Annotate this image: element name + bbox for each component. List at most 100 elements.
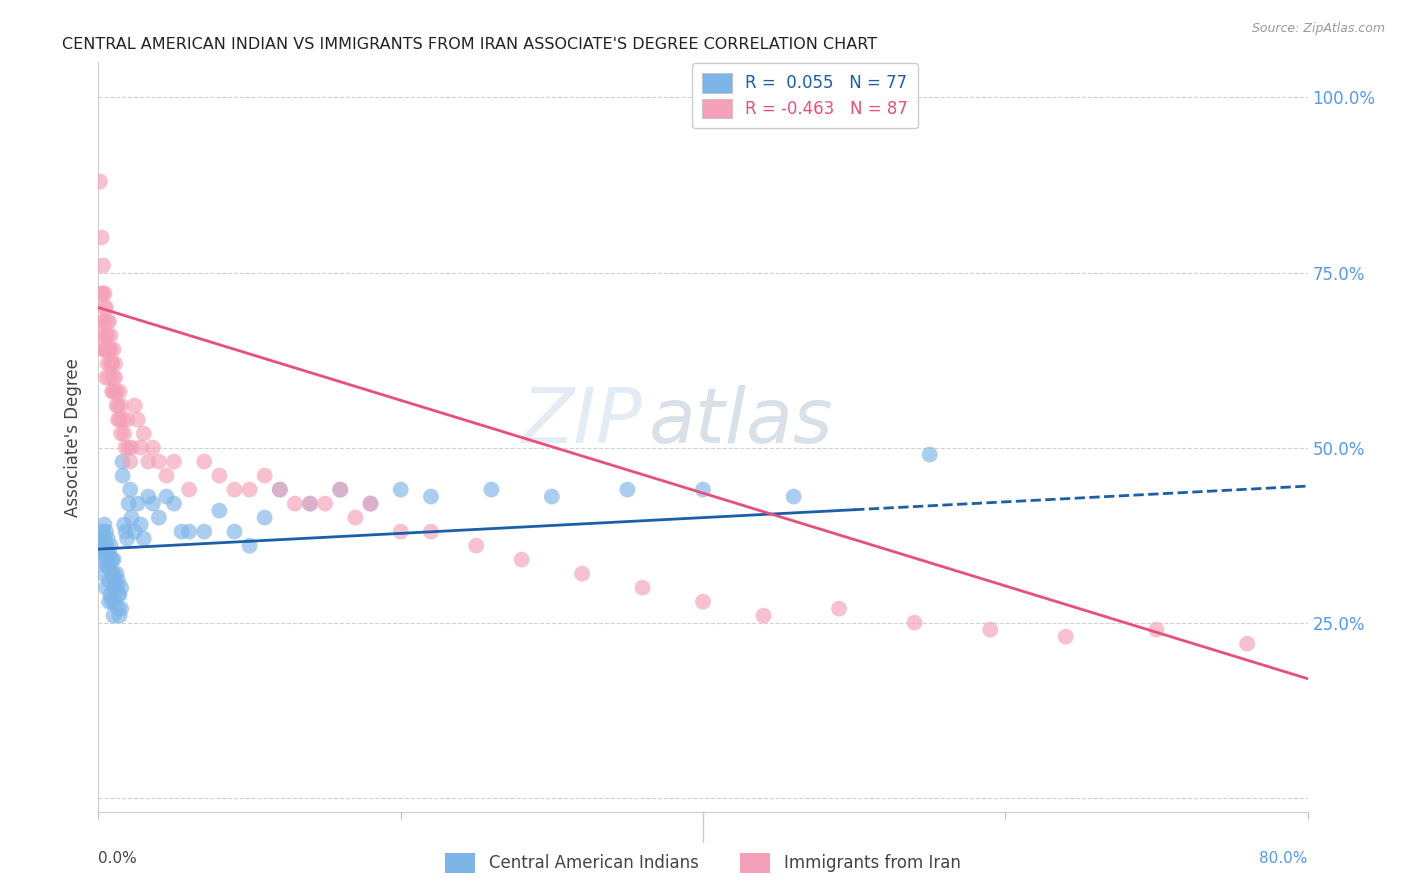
Point <box>103 552 125 566</box>
Point <box>105 384 128 399</box>
Point <box>118 497 141 511</box>
Point <box>121 441 143 455</box>
Point <box>94 539 117 553</box>
Point <box>108 384 131 399</box>
Point <box>94 328 117 343</box>
Point <box>104 384 127 399</box>
Point <box>98 574 121 588</box>
Point <box>96 559 118 574</box>
Point <box>101 594 124 608</box>
Point <box>103 384 125 399</box>
Point <box>93 314 115 328</box>
Point <box>112 517 135 532</box>
Text: CENTRAL AMERICAN INDIAN VS IMMIGRANTS FROM IRAN ASSOCIATE'S DEGREE CORRELATION C: CENTRAL AMERICAN INDIAN VS IMMIGRANTS FR… <box>62 37 877 52</box>
Point <box>89 542 111 557</box>
Point <box>114 524 136 539</box>
Point <box>91 343 114 357</box>
Point <box>360 497 382 511</box>
Point <box>129 441 152 455</box>
Point <box>112 426 135 441</box>
Point <box>93 301 115 315</box>
Point <box>127 497 149 511</box>
Point <box>420 524 443 539</box>
Point <box>94 552 117 566</box>
Point <box>96 546 118 560</box>
Point <box>107 399 129 413</box>
Point <box>253 468 276 483</box>
Point <box>98 594 121 608</box>
Point <box>96 532 118 546</box>
Point <box>107 601 129 615</box>
Point <box>111 454 134 468</box>
Point <box>94 524 117 539</box>
Point <box>103 343 125 357</box>
Point <box>155 490 177 504</box>
Point <box>91 524 114 539</box>
Point <box>269 483 291 497</box>
Legend: Central American Indians, Immigrants from Iran: Central American Indians, Immigrants fro… <box>439 847 967 880</box>
Point <box>94 370 117 384</box>
Point <box>90 532 112 546</box>
Point <box>121 510 143 524</box>
Point <box>90 328 112 343</box>
Point <box>155 468 177 483</box>
Point <box>108 588 131 602</box>
Point <box>105 399 128 413</box>
Point <box>170 524 193 539</box>
Point <box>104 594 127 608</box>
Point <box>111 412 134 426</box>
Point <box>329 483 352 497</box>
Point <box>420 490 443 504</box>
Point <box>91 539 114 553</box>
Point <box>979 623 1001 637</box>
Legend: R =  0.055   N = 77, R = -0.463   N = 87: R = 0.055 N = 77, R = -0.463 N = 87 <box>692 63 918 128</box>
Point <box>299 497 322 511</box>
Point <box>98 314 121 328</box>
Point <box>100 552 122 566</box>
Point <box>94 343 117 357</box>
Point <box>91 314 114 328</box>
Point <box>107 412 129 426</box>
Point <box>148 454 170 468</box>
Point <box>98 343 121 357</box>
Point <box>101 357 124 371</box>
Point <box>142 497 165 511</box>
Point <box>783 490 806 504</box>
Point <box>828 601 851 615</box>
Point <box>115 412 138 426</box>
Point <box>193 454 215 468</box>
Text: 0.0%: 0.0% <box>98 851 138 865</box>
Point <box>389 483 412 497</box>
Point <box>94 301 117 315</box>
Point <box>692 594 714 608</box>
Point <box>110 601 132 615</box>
Point <box>540 490 562 504</box>
Point <box>253 510 276 524</box>
Point <box>314 497 336 511</box>
Point <box>101 384 124 399</box>
Point <box>90 552 112 566</box>
Point <box>93 532 115 546</box>
Point <box>91 259 114 273</box>
Point <box>124 399 146 413</box>
Point <box>91 566 114 581</box>
Point <box>93 286 115 301</box>
Point <box>100 539 122 553</box>
Point <box>103 581 125 595</box>
Point <box>299 497 322 511</box>
Point <box>100 357 122 371</box>
Point <box>148 510 170 524</box>
Point <box>179 483 201 497</box>
Point <box>96 314 118 328</box>
Point <box>100 588 122 602</box>
Point <box>616 483 638 497</box>
Point <box>89 174 111 188</box>
Point <box>96 328 118 343</box>
Point <box>101 552 124 566</box>
Point <box>96 357 118 371</box>
Point <box>120 483 142 497</box>
Point <box>269 483 291 497</box>
Point <box>132 426 155 441</box>
Point <box>104 574 127 588</box>
Point <box>389 524 412 539</box>
